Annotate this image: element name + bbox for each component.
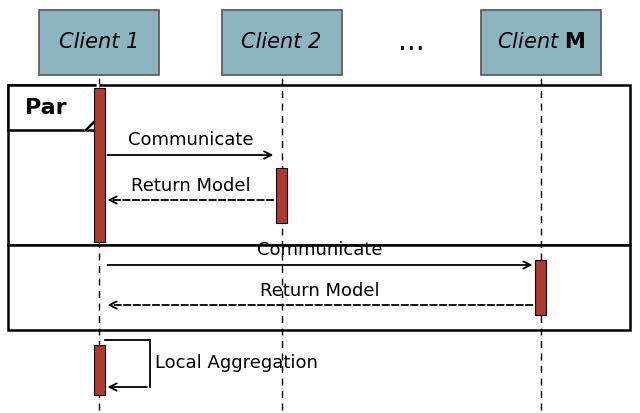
Text: Local Aggregation: Local Aggregation (155, 354, 317, 373)
Text: Communicate: Communicate (127, 131, 253, 149)
Bar (276, 168, 287, 223)
Text: ...: ... (398, 28, 424, 57)
Text: Client 1: Client 1 (59, 33, 140, 52)
Bar (535, 259, 547, 315)
Bar (8, 245, 630, 330)
Text: $\it{Client}\ \mathbf{M}$: $\it{Client}\ \mathbf{M}$ (497, 33, 585, 52)
Text: Communicate: Communicate (257, 241, 383, 259)
Bar (8, 85, 630, 245)
Bar (93, 88, 105, 242)
Bar (481, 10, 601, 75)
Text: Return Model: Return Model (260, 282, 380, 300)
Bar (8, 85, 98, 130)
Bar (39, 10, 159, 75)
Bar (93, 345, 105, 395)
Text: Client 2: Client 2 (241, 33, 322, 52)
Bar (221, 10, 342, 75)
Text: Return Model: Return Model (131, 177, 250, 195)
Text: Par: Par (25, 97, 67, 118)
